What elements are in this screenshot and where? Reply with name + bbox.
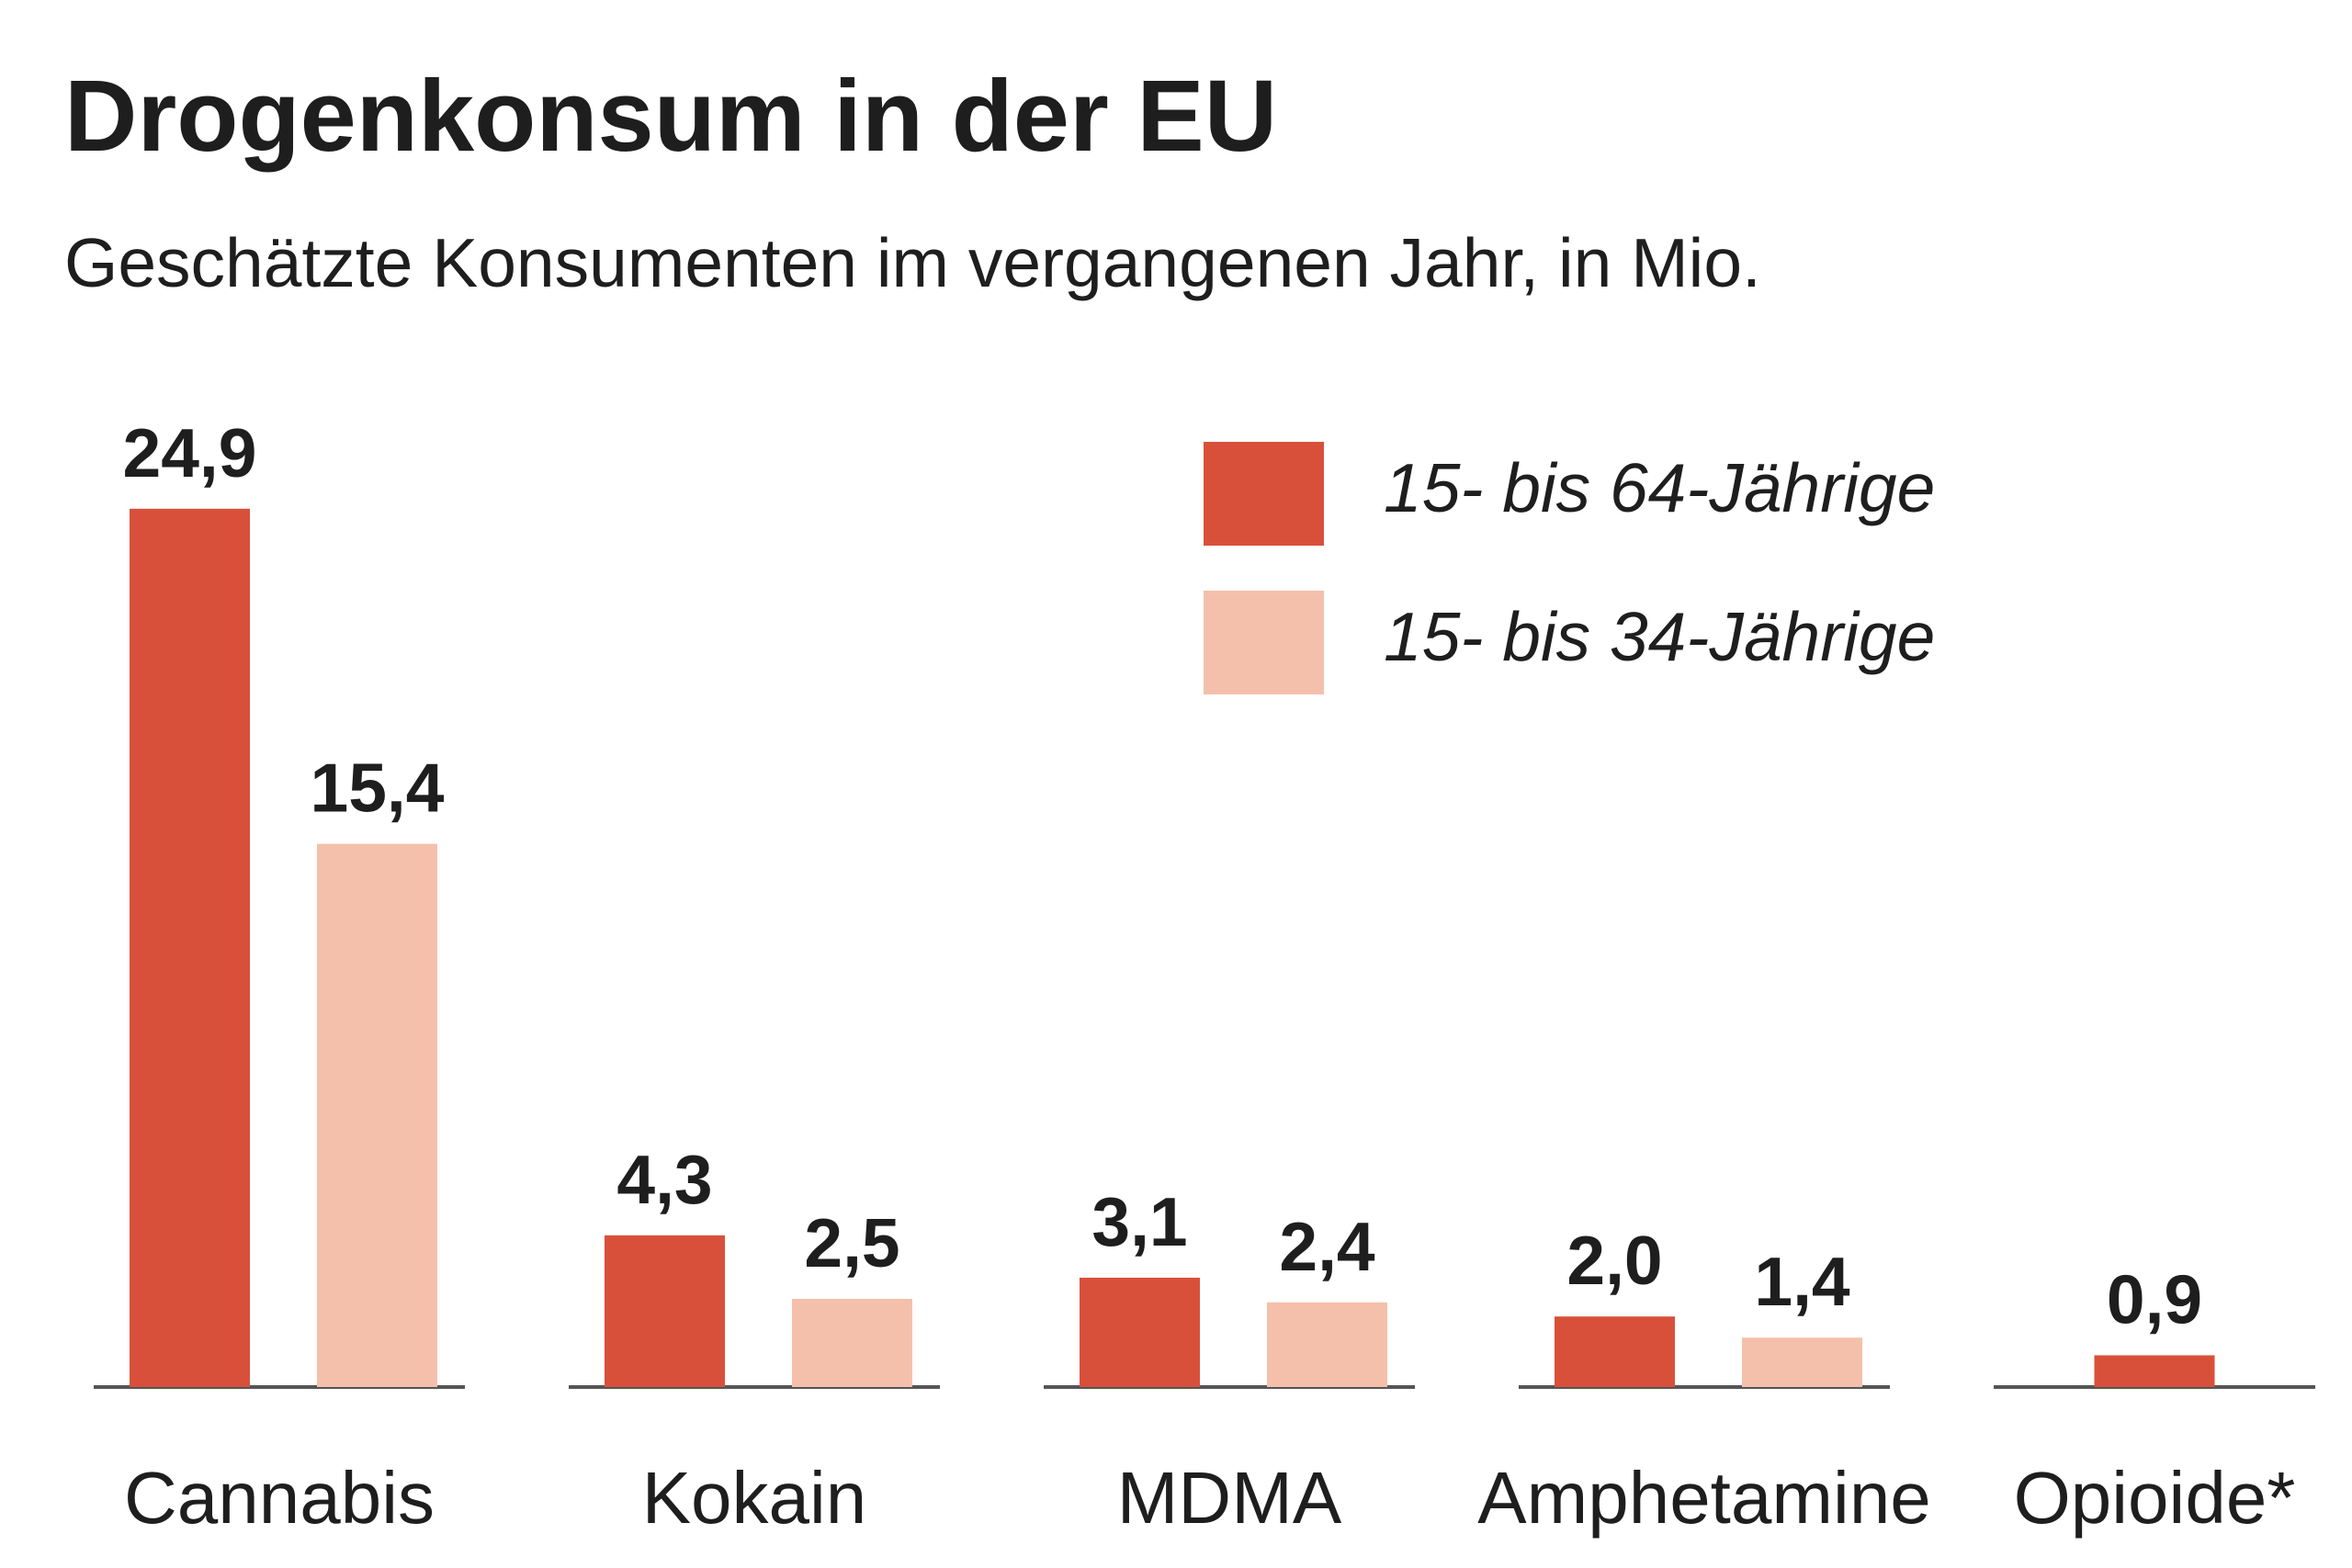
x-tick-label: Opioide* [2014,1457,2296,1539]
x-tick-label: MDMA [1117,1457,1342,1539]
value-label: 3,1 [1091,1183,1187,1260]
value-label: 2,4 [1279,1208,1375,1285]
x-tick-label: Kokain [642,1457,867,1539]
value-label: 2,5 [804,1204,899,1281]
bar [1267,1302,1387,1387]
value-label: 0,9 [2107,1260,2202,1337]
chart-subtitle: Geschätzte Konsumenten im vergangenen Ja… [64,224,1761,301]
bar [317,843,437,1387]
value-label: 2,0 [1566,1222,1662,1299]
value-label: 4,3 [616,1141,712,1218]
bar [1742,1337,1862,1387]
bar [1080,1277,1200,1387]
x-tick-label: Amphetamine [1477,1457,1931,1539]
legend-swatch [1204,442,1324,546]
value-label: 1,4 [1754,1243,1850,1320]
bar [2094,1355,2215,1387]
legend-swatch [1204,591,1324,694]
legend-label: 15- bis 64-Jährige [1384,449,1935,526]
bar [1555,1316,1675,1387]
bar [792,1299,912,1387]
chart-title: Drogenkonsum in der EU [64,60,1277,173]
x-tick-label: Cannabis [124,1457,435,1539]
value-label: 15,4 [311,750,445,827]
legend-label: 15- bis 34-Jährige [1384,598,1935,675]
bar [605,1235,725,1387]
value-label: 24,9 [123,414,257,491]
bar [130,508,250,1387]
